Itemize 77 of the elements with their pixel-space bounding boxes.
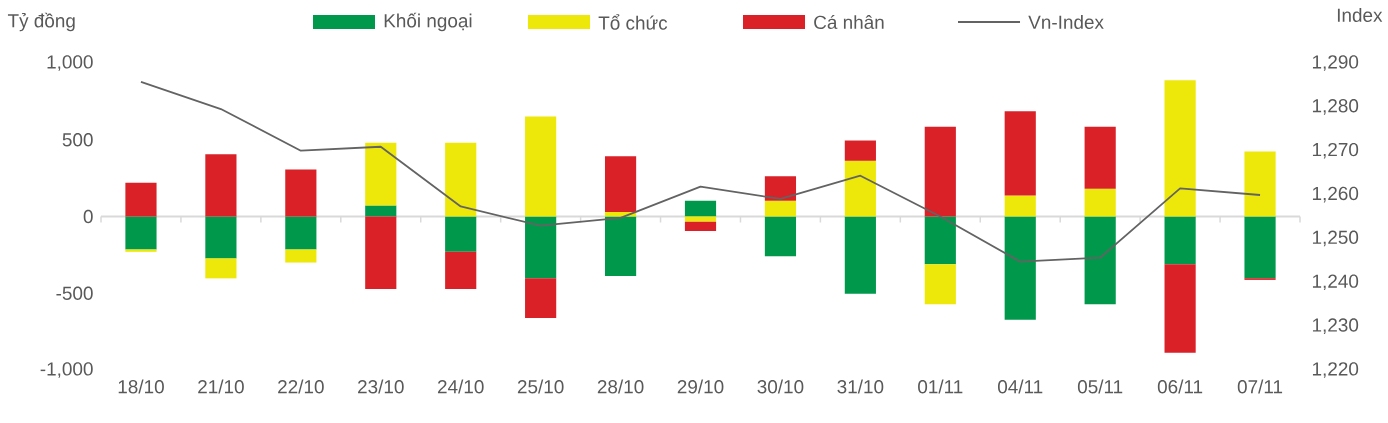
y-tick-label: -1,000 (40, 362, 93, 378)
y2-tick-label: 1,260 (1312, 186, 1359, 203)
bar (205, 258, 237, 279)
legend-label: Tổ chức (598, 14, 668, 30)
y2-tick-label: 1,270 (1312, 142, 1359, 159)
y2-tick-label: 1,230 (1312, 318, 1359, 334)
y2-tick-label: 1,280 (1312, 99, 1359, 115)
bar (844, 160, 876, 217)
x-tick-label: 30/10 (757, 379, 804, 394)
x-tick-label: 25/10 (517, 379, 564, 394)
bar (1164, 80, 1196, 217)
y2-tick-label: 1,290 (1312, 55, 1359, 71)
y-tick-label: 1,000 (47, 55, 93, 71)
bar (924, 126, 956, 217)
bar (525, 116, 557, 217)
bar (1084, 126, 1116, 189)
bar (125, 182, 157, 217)
y2-axis-title: Index (1337, 8, 1383, 22)
y-axis-title: Tỷ đồng (7, 12, 75, 32)
bar (924, 216, 956, 265)
x-tick-label: 22/10 (278, 379, 324, 394)
bar (1004, 216, 1036, 320)
bar (445, 216, 477, 252)
x-tick-label: 28/10 (597, 379, 644, 394)
y-tick-label: 0 (83, 209, 93, 224)
y-tick-label: -500 (56, 286, 93, 300)
bar (205, 154, 237, 217)
legend-label: Vn-Index (1028, 15, 1104, 29)
bar (1164, 216, 1196, 265)
bar (1084, 188, 1116, 217)
bar (1004, 195, 1036, 217)
line-series (140, 80, 1261, 263)
bar (924, 264, 956, 305)
bar (1164, 264, 1196, 353)
bar (1244, 151, 1276, 217)
y-tick-label: 500 (62, 133, 93, 147)
bar (365, 216, 397, 290)
bar (525, 216, 557, 279)
bar (525, 278, 557, 319)
y2-tick-label: 1,220 (1312, 362, 1359, 378)
y2-tick-label: 1,240 (1312, 274, 1359, 291)
bar (1244, 216, 1276, 279)
x-tick-label: 21/10 (198, 379, 244, 394)
bar (1084, 216, 1116, 305)
bar (125, 216, 157, 250)
bar (764, 176, 797, 201)
bar (285, 216, 317, 250)
y2-tick-label: 1,250 (1312, 230, 1359, 247)
x-tick-label: 06/11 (1157, 379, 1203, 394)
bar (205, 216, 237, 259)
x-tick-label: 18/10 (118, 379, 164, 394)
x-tick-label: 29/10 (677, 379, 724, 394)
bar (365, 205, 397, 217)
x-tick-label: 07/11 (1237, 379, 1283, 394)
x-tick-label: 04/11 (997, 379, 1043, 394)
bar (764, 200, 797, 217)
bar (365, 142, 397, 206)
bar (604, 156, 637, 212)
bar (285, 249, 317, 263)
bar (1004, 111, 1036, 196)
bar (684, 216, 717, 222)
x-tick-label: 31/10 (837, 379, 884, 394)
legend-label: Khối ngoại (384, 12, 472, 32)
bar (684, 221, 717, 232)
bar (604, 216, 637, 276)
bar (445, 142, 477, 217)
x-tick-label: 01/11 (918, 379, 963, 394)
legend-label: Cá nhân (814, 14, 884, 30)
bar (445, 251, 477, 290)
x-tick-label: 05/11 (1077, 379, 1123, 394)
bar (844, 216, 876, 294)
bar (764, 216, 797, 257)
bar (844, 140, 876, 161)
x-tick-label: 24/10 (437, 379, 484, 394)
x-tick-label: 23/10 (358, 379, 404, 394)
bar (285, 169, 317, 217)
bar (684, 200, 717, 217)
